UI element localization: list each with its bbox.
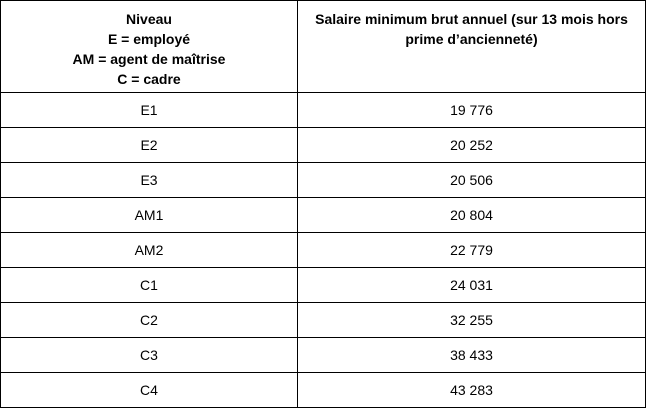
table-row: AM2 22 779	[0, 232, 646, 268]
salary-cell: 32 255	[297, 302, 646, 338]
table-row: AM1 20 804	[0, 197, 646, 233]
table-body: E1 19 776 E2 20 252 E3 20 506 AM1 20 804 AM2 22 7…	[0, 92, 646, 408]
table-header: Niveau E = employé AM = agent de maîtrise C…	[0, 0, 646, 93]
level-cell: E1	[0, 92, 298, 128]
table-row: C4 43 283	[0, 372, 646, 408]
salary-cell: 20 804	[297, 197, 646, 233]
header-text: AM = agent de maîtrise	[72, 51, 226, 67]
salary-cell: 38 433	[297, 337, 646, 373]
header-text: Salaire minimum brut annuel (sur 13 mois…	[315, 11, 628, 27]
header-row: Niveau E = employé AM = agent de maîtrise C…	[0, 0, 646, 93]
salary-cell: 43 283	[297, 372, 646, 408]
header-text: prime d’ancienneté)	[405, 31, 538, 47]
table-row: C2 32 255	[0, 302, 646, 338]
level-cell: AM2	[0, 232, 298, 268]
salary-cell: 20 506	[297, 162, 646, 198]
table-row: C1 24 031	[0, 267, 646, 303]
table-row: C3 38 433	[0, 337, 646, 373]
level-cell: E3	[0, 162, 298, 198]
salary-cell: 24 031	[297, 267, 646, 303]
header-text: Niveau	[126, 11, 172, 27]
header-cell: Salaire minimum brut annuel (sur 13 mois…	[297, 0, 646, 93]
salary-cell: 20 252	[297, 127, 646, 163]
table-row: E3 20 506	[0, 162, 646, 198]
level-cell: C4	[0, 372, 298, 408]
level-cell: AM1	[0, 197, 298, 233]
salary-cell: 19 776	[297, 92, 646, 128]
table-row: E2 20 252	[0, 127, 646, 163]
table-row: E1 19 776	[0, 92, 646, 128]
salary-cell: 22 779	[297, 232, 646, 268]
header-cell: Niveau E = employé AM = agent de maîtrise C…	[0, 0, 298, 93]
level-cell: C3	[0, 337, 298, 373]
header-text: C = cadre	[117, 71, 181, 87]
level-cell: C2	[0, 302, 298, 338]
level-cell: E2	[0, 127, 298, 163]
header-text: E = employé	[107, 31, 191, 47]
level-cell: C1	[0, 267, 298, 303]
